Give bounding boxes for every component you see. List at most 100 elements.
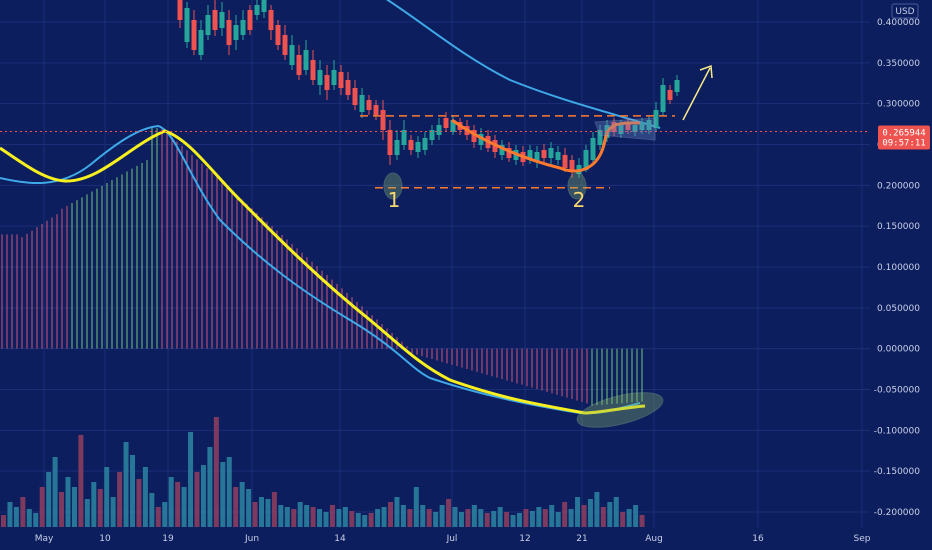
candle-body [597, 130, 603, 145]
time-axis[interactable]: May 10 19 Jun 14 Jul 12 21 Aug 16 Sep [35, 534, 871, 544]
candle-body [541, 150, 547, 158]
volume-bar [1, 515, 6, 527]
volume-bar [142, 467, 148, 527]
y-tick-label: -0.050000 [874, 386, 920, 396]
volume-bar [626, 509, 632, 527]
volume-bar [394, 497, 400, 527]
volume-bar [149, 493, 155, 527]
candle-body [261, 0, 267, 12]
volume-bar [439, 505, 445, 527]
volume-bar [362, 515, 368, 527]
volume-bar [46, 472, 52, 527]
volume-bar [562, 502, 568, 527]
candle-body [436, 125, 442, 135]
indicator-lines [0, 0, 661, 415]
indicator-ellipse [576, 392, 664, 428]
volume-bar [452, 507, 458, 527]
volume-bar [65, 477, 71, 527]
volume-bar [252, 502, 258, 527]
candle-body [233, 25, 239, 40]
indicator-histogram [1, 128, 643, 406]
candle-body [415, 142, 421, 152]
volume-bar [497, 507, 503, 527]
volume-bar [59, 492, 65, 527]
volume-bar [613, 497, 619, 527]
x-tick-label: Jun [244, 534, 259, 544]
candle-body [226, 20, 232, 45]
y-tick-label: 0.300000 [877, 100, 920, 110]
candle-body [646, 120, 652, 130]
volume-bar [407, 509, 413, 527]
volume-bar [517, 513, 522, 527]
volume-bar [458, 512, 464, 527]
volume-bar [168, 477, 174, 527]
candle-body [324, 75, 330, 90]
volume-bar [536, 507, 542, 527]
volume-bar [581, 505, 587, 527]
volume-bar [26, 509, 32, 527]
x-tick-label: 10 [99, 534, 111, 544]
last-price-countdown: 09:57:11 [882, 138, 925, 148]
x-tick-label: Sep [854, 534, 871, 544]
x-tick-label: May [35, 534, 54, 544]
volume-bar [413, 487, 419, 527]
volume-bar [233, 487, 239, 527]
candle-body [359, 95, 365, 112]
x-tick-label: Jul [446, 534, 458, 544]
volume-bar [304, 505, 310, 527]
volume-bar [478, 509, 484, 527]
volume-bar [284, 507, 290, 527]
x-tick-label: Aug [645, 534, 663, 544]
candle-body [555, 152, 561, 160]
candle-body [562, 155, 568, 168]
candle-body [289, 45, 295, 65]
volume-bar [555, 512, 561, 527]
candle-body [422, 138, 428, 150]
candle-body [660, 85, 666, 112]
volume-bar [381, 507, 387, 527]
volume-bar [587, 499, 593, 527]
volume-bar [549, 505, 555, 527]
volume-bar [510, 515, 516, 527]
volume-bar [491, 511, 497, 527]
candle-body [548, 148, 554, 158]
volume-bar [188, 432, 194, 527]
volume-bar [607, 502, 613, 527]
candle-body [583, 150, 589, 170]
candle-body [380, 110, 386, 130]
volume-bar [388, 502, 393, 527]
volume-bar [323, 512, 329, 527]
candle-body [674, 80, 680, 92]
volume-bar [336, 509, 342, 527]
candle-body [569, 160, 575, 172]
candle-body [625, 122, 631, 130]
x-tick-label: 21 [576, 534, 587, 544]
candle-body [373, 105, 379, 115]
y-tick-label: -0.100000 [874, 426, 920, 436]
volume-bar [226, 457, 232, 527]
volume-bar [213, 417, 219, 527]
volume-bar [91, 482, 97, 527]
y-tick-label: 0.350000 [877, 59, 920, 69]
candle-body [331, 70, 337, 85]
price-axis[interactable]: 0.4000000.3500000.3000000.2500000.200000… [874, 3, 920, 518]
candle-body [198, 30, 204, 55]
volume-bar [594, 492, 600, 527]
candle-body [184, 8, 190, 42]
volume-bar [181, 487, 187, 527]
volume-bar [207, 447, 213, 527]
bottom2-ellipse [567, 172, 587, 200]
volume-bar [620, 512, 626, 527]
candle-body [478, 134, 484, 145]
candle-body [317, 70, 323, 85]
volume-bar [342, 507, 348, 527]
volume-bar [162, 502, 168, 527]
y-tick-label: -0.150000 [874, 467, 920, 477]
volume-bar [7, 502, 13, 527]
volume-bar [465, 509, 471, 527]
y-tick-label: 0.050000 [877, 304, 920, 314]
currency-badge [891, 3, 919, 19]
volume-bar [633, 505, 639, 527]
volume-bar [278, 505, 284, 527]
x-tick-label: 14 [334, 534, 346, 544]
